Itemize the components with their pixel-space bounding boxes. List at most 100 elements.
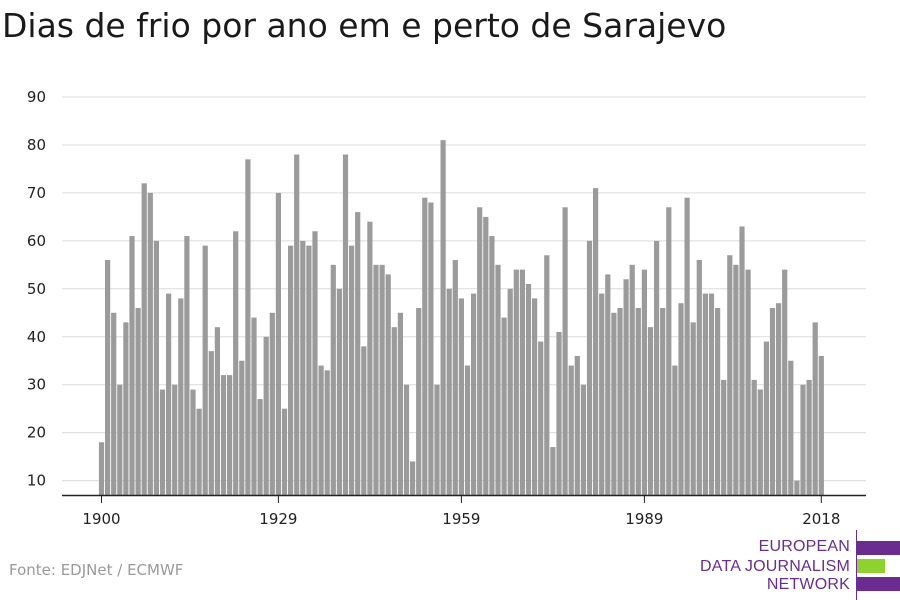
bar-1949 xyxy=(397,312,403,495)
bar-1937 xyxy=(324,370,330,495)
bar-1958 xyxy=(452,260,458,495)
bar-1901 xyxy=(105,260,111,495)
bar-1951 xyxy=(410,461,416,495)
bar-1933 xyxy=(300,240,306,495)
bar-1983 xyxy=(605,274,611,495)
bar-2001 xyxy=(715,307,721,495)
bar-1993 xyxy=(666,207,672,496)
bar-2012 xyxy=(782,269,788,495)
bar-1921 xyxy=(227,375,233,495)
x-tick-label: 1929 xyxy=(259,510,297,528)
bar-1926 xyxy=(257,399,263,495)
logo-separator xyxy=(856,530,857,600)
bar-1978 xyxy=(574,355,580,495)
bar-1941 xyxy=(349,245,355,495)
bar-1974 xyxy=(550,447,556,495)
y-tick-label: 70 xyxy=(27,184,46,202)
bar-1925 xyxy=(251,317,257,495)
bar-1938 xyxy=(330,264,336,495)
bar-1929 xyxy=(275,192,281,495)
bar-1997 xyxy=(690,322,696,495)
bar-1987 xyxy=(629,264,635,495)
bar-1996 xyxy=(684,197,690,495)
bar-1972 xyxy=(538,341,544,495)
bar-1957 xyxy=(446,288,452,495)
x-tick-label: 1959 xyxy=(442,510,480,528)
bar-1947 xyxy=(385,274,391,495)
source-note: Fonte: EDJNet / ECMWF xyxy=(9,561,184,579)
logo-bar-purple-top xyxy=(857,541,900,555)
bar-1909 xyxy=(153,240,159,495)
bar-1934 xyxy=(306,245,312,495)
bar-1906 xyxy=(135,307,141,495)
bar-1955 xyxy=(434,384,440,495)
bar-1991 xyxy=(654,240,660,495)
y-tick-label: 80 xyxy=(27,136,46,154)
bar-1945 xyxy=(373,264,379,495)
bar-1907 xyxy=(141,183,147,495)
bar-1930 xyxy=(281,408,288,495)
bar-1953 xyxy=(422,197,428,495)
bar-1950 xyxy=(403,384,410,495)
bar-2008 xyxy=(757,389,763,495)
bar-2000 xyxy=(708,293,715,495)
x-tick-label: 1900 xyxy=(82,510,120,528)
bar-1962 xyxy=(477,207,483,496)
bar-1903 xyxy=(117,384,123,495)
bar-1979 xyxy=(580,384,586,495)
y-tick-label: 20 xyxy=(27,424,46,442)
bar-1973 xyxy=(544,255,550,495)
bar-1999 xyxy=(702,293,708,495)
bar-1954 xyxy=(428,202,434,496)
bar-1988 xyxy=(635,307,641,495)
bar-1969 xyxy=(519,269,525,495)
bar-1935 xyxy=(312,231,318,495)
logo-line-2: DATA JOURNALISM xyxy=(700,558,850,575)
bars xyxy=(98,140,824,496)
bar-1919 xyxy=(214,327,220,495)
bar-1944 xyxy=(367,221,373,496)
bar-1942 xyxy=(355,212,361,495)
bar-2016 xyxy=(806,379,812,495)
bar-1902 xyxy=(111,312,117,495)
bar-1956 xyxy=(440,140,446,495)
bar-1994 xyxy=(672,365,678,495)
bar-1905 xyxy=(129,236,135,495)
bar-1948 xyxy=(391,327,397,495)
bar-1916 xyxy=(196,408,202,495)
bar-1984 xyxy=(611,312,617,495)
bar-1913 xyxy=(178,298,184,495)
bar-1963 xyxy=(483,216,489,495)
y-tick-labels: 10 20 30 40 50 60 70 80 90 xyxy=(27,88,46,490)
bar-2009 xyxy=(763,341,769,495)
bar-1911 xyxy=(166,293,172,495)
bar-1900 xyxy=(98,442,105,495)
bar-1918 xyxy=(208,351,214,495)
bar-2013 xyxy=(788,360,794,495)
bar-2010 xyxy=(769,307,776,495)
bar-1939 xyxy=(336,288,342,495)
x-tick-label: 1989 xyxy=(625,510,663,528)
bar-1965 xyxy=(495,264,501,495)
bar-1943 xyxy=(361,346,367,495)
bar-2002 xyxy=(721,379,727,495)
bar-2018 xyxy=(818,355,824,495)
y-tick-label: 60 xyxy=(27,232,46,250)
bar-2004 xyxy=(733,264,739,495)
bar-1960 xyxy=(464,365,471,495)
bar-1989 xyxy=(641,269,647,495)
bar-1917 xyxy=(202,245,208,495)
edjnet-logo: EUROPEAN DATA JOURNALISM NETWORK xyxy=(700,530,900,600)
bar-2003 xyxy=(727,255,733,495)
bar-1998 xyxy=(696,260,702,495)
bar-1975 xyxy=(556,331,562,495)
bar-1927 xyxy=(263,336,269,495)
bar-2005 xyxy=(739,226,745,495)
bar-1940 xyxy=(342,154,349,496)
bar-1966 xyxy=(501,317,507,495)
bar-1946 xyxy=(379,264,385,495)
y-tick-label: 30 xyxy=(27,376,46,394)
logo-line-1: EUROPEAN xyxy=(758,538,850,555)
logo-bar-purple-bottom xyxy=(857,577,900,591)
bar-1961 xyxy=(471,293,477,495)
